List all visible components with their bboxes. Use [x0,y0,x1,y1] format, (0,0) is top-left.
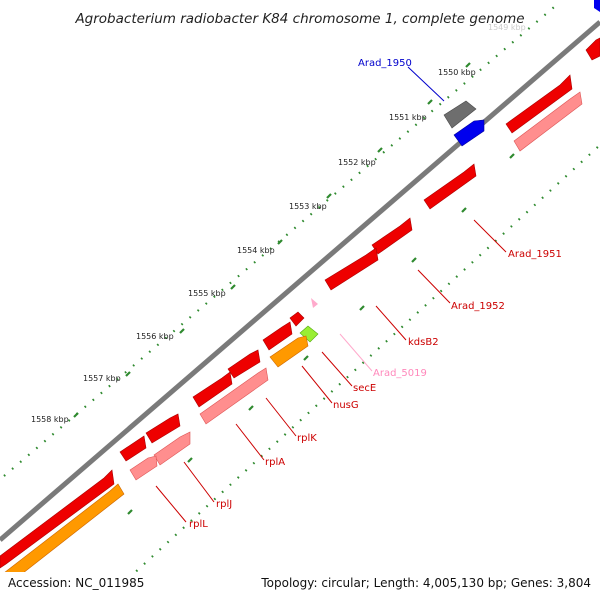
gene-lower-left[interactable] [0,469,115,569]
outer-dot-ring [3,1,561,477]
tick-label: 1551 kbp [389,113,427,122]
genes-forward-strand [0,37,600,569]
gene-rplj[interactable] [145,413,181,444]
gene-orange-lower-left[interactable] [0,483,125,591]
label-rplj[interactable]: rplJ [216,499,232,510]
label-arad-1950[interactable]: Arad_1950 [358,58,412,69]
faded-tick-label: 1549 kbp [488,23,526,32]
gene-arad-1950-gray[interactable] [443,100,477,129]
label-kdsb2[interactable]: kdsB2 [408,337,439,348]
tick-label: 1557 kbp [83,374,121,383]
tick-labels: 1550 kbp 1551 kbp 1552 kbp 1553 kbp 1554… [31,68,476,424]
gene-light-rpl-c[interactable] [129,455,158,481]
tick-label: 1554 kbp [237,246,275,255]
chromosome-backbone-core [0,20,600,542]
gene-rpla-b[interactable] [192,371,233,408]
gene-kdsb2[interactable] [324,247,379,291]
label-rpll[interactable]: rplL [189,519,208,530]
gene-light-rpl-a[interactable] [199,367,269,425]
leader-lines [155,66,507,523]
gene-light-upper-right[interactable] [513,91,583,152]
gene-upper-right-2[interactable] [585,37,600,61]
map-title: Agrobacterium radiobacter K84 chromosome… [74,11,524,27]
tick-label: 1550 kbp [438,68,476,77]
label-arad-5019[interactable]: Arad_5019 [373,368,427,379]
label-rplk[interactable]: rplK [297,433,317,444]
tick-marks [73,62,515,515]
gene-rplk[interactable] [262,321,293,351]
label-arad-1952[interactable]: Arad_1952 [451,301,505,312]
gene-arad-1952[interactable] [371,217,413,255]
genome-summary-text: Topology: circular; Length: 4,005,130 bp… [260,576,591,590]
tick-label: 1552 kbp [338,158,376,167]
gene-rpll[interactable] [119,435,147,462]
footer-background [0,572,600,600]
gene-arad-1951[interactable] [423,163,477,210]
gene-nusg-orange[interactable] [269,335,309,368]
tick-label: 1553 kbp [289,202,327,211]
label-sece[interactable]: secE [353,383,376,394]
gene-labels: Arad_1950 Arad_1951 Arad_1952 kdsB2 Arad… [189,58,562,530]
label-nusg[interactable]: nusG [333,400,359,411]
gene-arad-1950-blue[interactable] [453,119,485,147]
accession-text: Accession: NC_011985 [8,576,144,590]
tick-label: 1556 kbp [136,332,174,341]
gene-partial-blue[interactable] [594,0,600,12]
gene-arad-5019[interactable] [311,298,318,308]
gene-rpla-a[interactable] [227,349,261,379]
gene-upper-right[interactable] [505,74,573,134]
tick-label: 1555 kbp [188,289,226,298]
tick-label: 1558 kbp [31,415,69,424]
genes-reverse-strand [0,91,583,591]
label-arad-1951[interactable]: Arad_1951 [508,249,562,260]
inner-dot-ring [104,144,600,600]
label-rpla[interactable]: rplA [265,457,285,468]
gene-sece[interactable] [289,311,305,327]
gene-light-rpl-b[interactable] [153,431,191,466]
